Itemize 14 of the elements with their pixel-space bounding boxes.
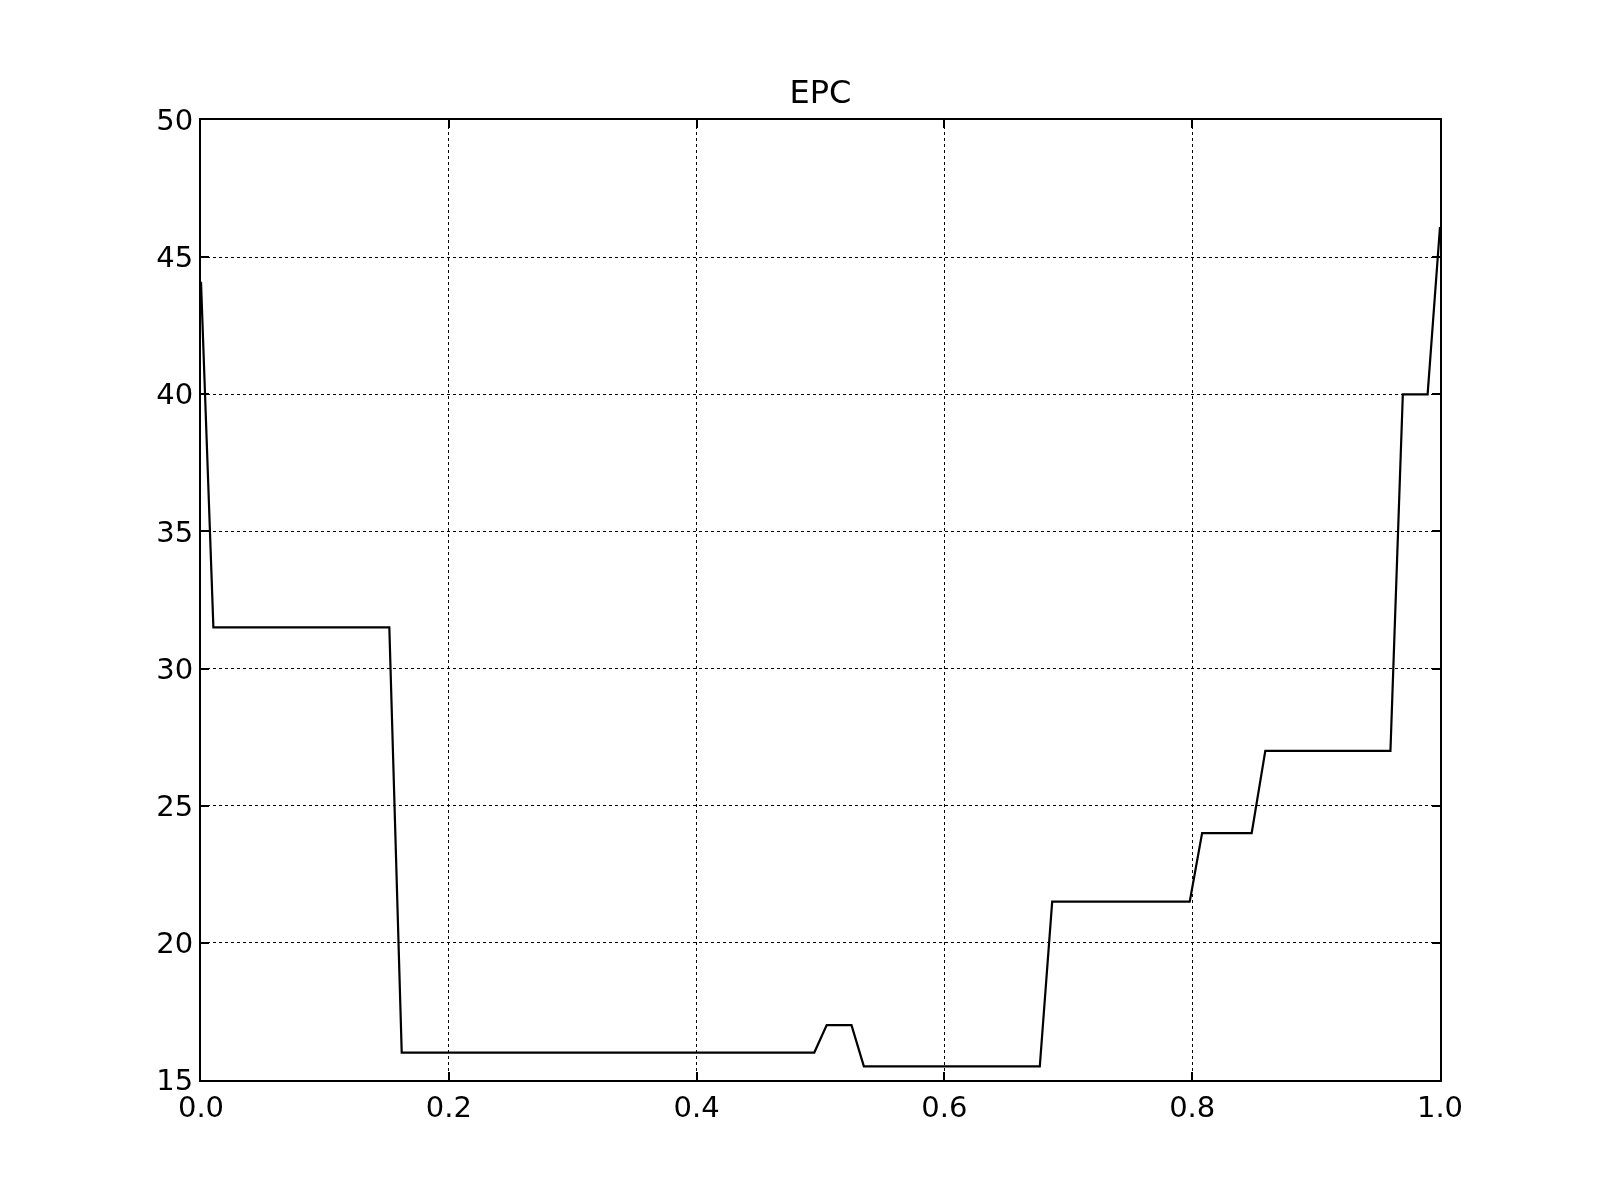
y-tick-label: 35	[156, 514, 194, 549]
x-tick-label: 0.4	[673, 1089, 720, 1124]
x-tick-label: 0.0	[177, 1089, 225, 1124]
x-tick-label: 0.8	[1169, 1089, 1216, 1124]
y-tick-label: 45	[156, 240, 194, 275]
chart-title: EPC	[789, 73, 852, 112]
x-tick-label: 0.6	[921, 1089, 968, 1124]
x-tick-label: 1.0	[1416, 1089, 1464, 1124]
x-tick-label: 0.2	[425, 1089, 472, 1124]
y-tick-label: 25	[156, 788, 194, 823]
y-tick-label: 30	[156, 651, 194, 686]
y-tick-label: 40	[156, 377, 194, 412]
y-tick-label: 20	[156, 926, 194, 961]
y-tick-label: 50	[156, 103, 194, 138]
